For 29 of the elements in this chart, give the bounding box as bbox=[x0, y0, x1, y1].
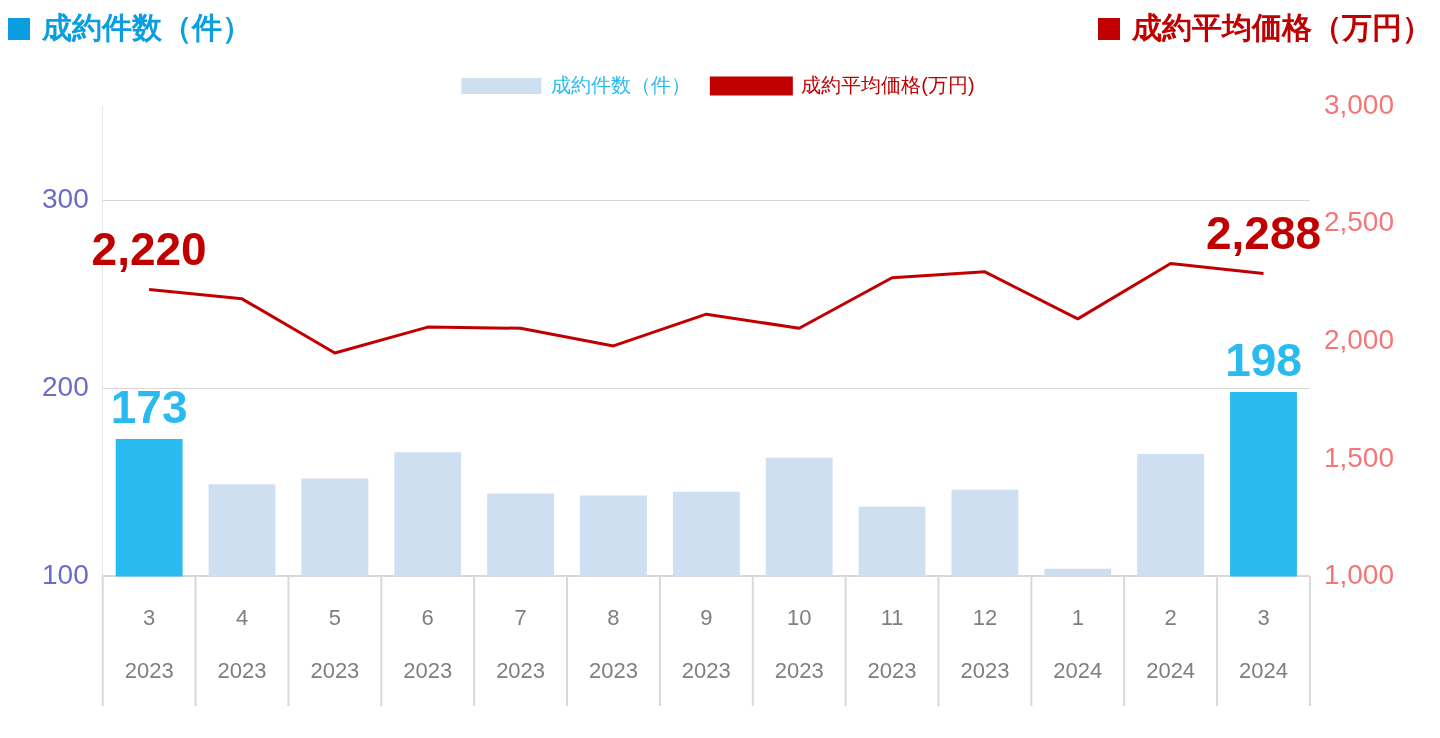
y-tick-label: 200 bbox=[42, 370, 89, 402]
category-label: 12 2023 bbox=[960, 604, 1010, 683]
y2-tick-label: 2,000 bbox=[1323, 323, 1395, 355]
legend-label: 成約平均価格(万円) bbox=[801, 73, 975, 96]
y2-tick-label: 3,000 bbox=[1323, 88, 1395, 120]
y2-axis-title: 成約平均価格（万円） bbox=[1132, 10, 1432, 46]
category-label: 1 2024 bbox=[1053, 604, 1103, 683]
category-label: 10 2023 bbox=[774, 604, 824, 683]
y-tick-label: 100 bbox=[42, 559, 89, 591]
y-tick-label: 300 bbox=[42, 182, 89, 214]
category-label: 6 2023 bbox=[403, 604, 453, 683]
data-label: 173 bbox=[110, 380, 188, 433]
y2-tick-label: 1,000 bbox=[1323, 559, 1395, 591]
data-label: 2,220 bbox=[91, 223, 207, 276]
data-label: 198 bbox=[1225, 333, 1302, 386]
category-label: 7 2023 bbox=[496, 604, 546, 683]
category-label: 2 2024 bbox=[1146, 604, 1196, 683]
category-label: 3 2023 bbox=[124, 604, 174, 683]
y2-tick-label: 2,500 bbox=[1323, 206, 1395, 238]
y-axis-title: 成約件数（件） bbox=[42, 10, 252, 46]
data-label: 2,288 bbox=[1205, 207, 1322, 260]
category-label: 4 2023 bbox=[217, 604, 267, 683]
category-label: 9 2023 bbox=[681, 604, 731, 683]
y2-tick-label: 1,500 bbox=[1323, 441, 1395, 473]
category-label: 5 2023 bbox=[310, 604, 360, 683]
legend-label: 成約件数（件） bbox=[551, 73, 692, 96]
category-label: 8 2023 bbox=[588, 604, 638, 683]
category-label: 3 2024 bbox=[1239, 604, 1288, 683]
category-label: 11 2023 bbox=[867, 604, 917, 683]
